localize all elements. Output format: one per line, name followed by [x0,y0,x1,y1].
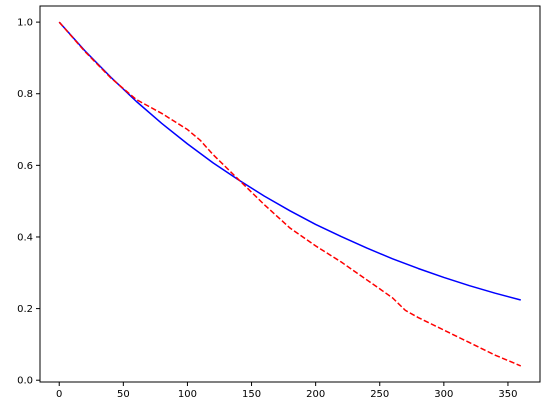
red-dashed-series-line [58,21,522,367]
y-tick-label: 0.4 [17,232,33,243]
x-tick-label: 250 [370,389,389,400]
x-tick-label: 350 [498,389,517,400]
y-tick-label: 0.6 [17,161,33,172]
y-tick-label: 0.0 [17,376,33,387]
x-tick-label: 50 [117,389,130,400]
blue-solid-series-line [58,21,521,301]
plot-frame [39,5,541,383]
x-tick-label: 200 [306,389,325,400]
x-tick-label: 300 [434,389,453,400]
plot-lines [58,21,522,367]
x-tick-label: 0 [56,389,62,400]
x-tick-label: 100 [178,389,197,400]
x-tick-label: 150 [242,389,261,400]
y-tick-label: 0.2 [17,304,33,315]
y-axis: 0.0 0.2 0.4 0.6 0.8 1.0 [17,18,40,387]
x-axis: 0 50 100 150 200 250 300 350 [56,382,517,400]
y-tick-label: 1.0 [17,18,33,29]
y-tick-label: 0.8 [17,89,33,100]
